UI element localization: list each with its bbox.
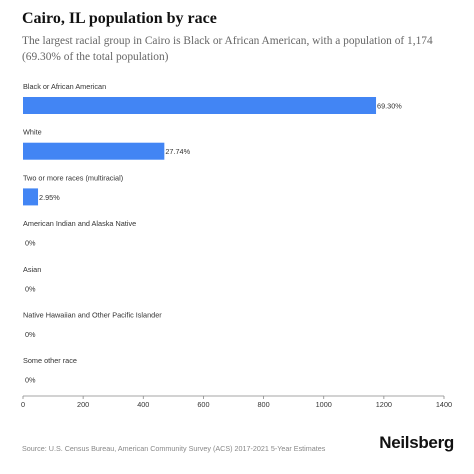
x-tick-label: 400 — [137, 400, 149, 409]
x-tick-label: 200 — [77, 400, 89, 409]
value-label: 27.74% — [165, 147, 190, 156]
value-label: 0% — [25, 376, 36, 385]
x-tick-label: 1000 — [316, 400, 332, 409]
category-label: American Indian and Alaska Native — [23, 219, 136, 228]
value-label: 69.30% — [377, 102, 402, 111]
x-tick-label: 1200 — [376, 400, 392, 409]
x-tick-label: 0 — [21, 400, 25, 409]
category-label: Asian — [23, 265, 41, 274]
value-label: 0% — [25, 284, 36, 293]
brand-logo: Neilsberg — [379, 433, 454, 452]
source-note: Source: U.S. Census Bureau, American Com… — [22, 444, 326, 453]
x-tick-label: 600 — [197, 400, 209, 409]
bar — [23, 97, 377, 114]
chart-title: Cairo, IL population by race — [22, 10, 217, 27]
value-label: 2.95% — [39, 193, 60, 202]
bar — [23, 142, 165, 160]
chart-subtitle: The largest racial group in Cairo is Bla… — [22, 35, 433, 63]
category-label: Black or African American — [23, 82, 106, 91]
category-label: Native Hawaiian and Other Pacific Island… — [23, 311, 162, 320]
bar — [23, 188, 39, 206]
x-tick-label: 1400 — [436, 400, 452, 409]
category-label: Two or more races (multiracial) — [23, 173, 123, 182]
x-tick-label: 800 — [257, 400, 269, 409]
value-label: 0% — [25, 239, 36, 248]
value-label: 0% — [25, 330, 36, 339]
category-label: White — [23, 128, 42, 137]
category-label: Some other race — [23, 356, 77, 365]
